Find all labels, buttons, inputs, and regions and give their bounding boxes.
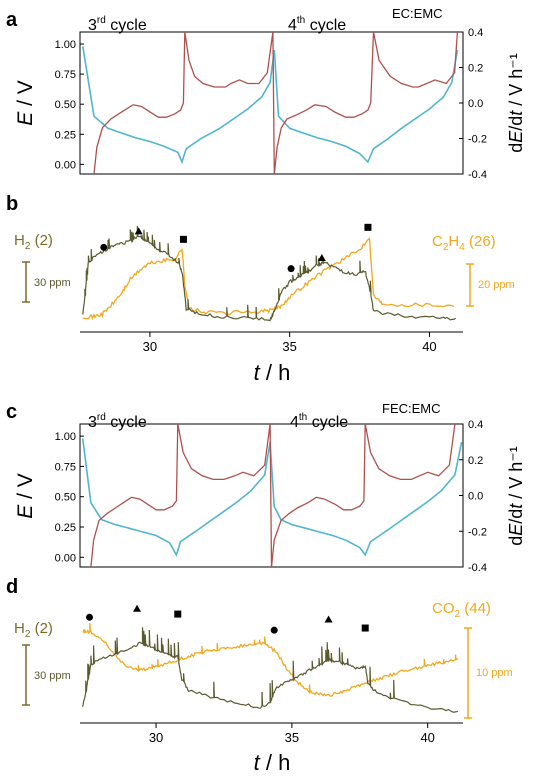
panel-b: b 30 35 40 H2 (2) C2H4 (26) 30 ppm 20 ppm …	[6, 193, 515, 385]
left-tick-label: 0.75	[55, 461, 76, 473]
right-tick-label: 0.4	[468, 27, 483, 39]
panel-a-right-axis-title: dE/dt / V h⁻¹	[506, 53, 526, 153]
series-H2-line	[82, 225, 457, 322]
x-tick-label: 30	[143, 339, 157, 354]
panel-d-co2-label: CO2 (44)	[432, 600, 491, 620]
right-tick-label: -0.2	[468, 526, 487, 538]
left-tick-label: 0.50	[55, 99, 76, 111]
left-tick-label: 1.00	[55, 431, 76, 443]
panel-b-c2h4-label: C2H4 (26)	[432, 233, 496, 253]
x-tick-label: 35	[285, 730, 299, 745]
left-tick-label: 0.25	[55, 522, 76, 534]
panel-letter-c: c	[6, 401, 17, 423]
panel-b-left-scale-bar: 30 ppm	[22, 261, 71, 303]
x-tick-label: 40	[420, 730, 434, 745]
panel-a: a 0.00 0.25 0.50 0.75 1.00 0.4 0.2 0.0 -0.2 -0.4…	[6, 6, 526, 181]
derivative-curve	[93, 31, 459, 175]
panel-c-right-axis-title: dE/dt / V h⁻¹	[506, 446, 526, 546]
triangle-marker	[133, 604, 142, 612]
left-tick-label: 1.00	[55, 39, 76, 51]
panel-b-right-scale-label: 20 ppm	[478, 279, 515, 291]
circle-marker	[270, 626, 278, 634]
panel-d-plot-area	[82, 604, 459, 713]
x-tick-label: 30	[149, 730, 163, 745]
panel-a-cycle4-label: 4th cycle	[288, 15, 346, 34]
panel-b-h2-label: H2 (2)	[14, 232, 53, 252]
panel-d-left-scale-bar: 30 ppm	[22, 644, 71, 706]
panel-d-left-scale-label: 30 ppm	[34, 670, 71, 682]
circle-marker	[100, 243, 108, 251]
left-tick-label: 0.50	[55, 492, 76, 504]
left-tick-label: 0.25	[55, 129, 76, 141]
triangle-marker	[134, 227, 143, 235]
panel-a-right-axis: 0.4 0.2 0.0 -0.2 -0.4	[459, 27, 487, 181]
series-H2-line	[82, 627, 459, 713]
panel-c-electrolyte-label: FEC:EMC	[382, 401, 441, 416]
panel-letter-d: d	[6, 576, 18, 598]
panel-b-left-scale-label: 30 ppm	[34, 277, 71, 289]
panel-d-right-scale-bar: 10 ppm	[464, 627, 513, 719]
circle-marker	[86, 613, 94, 621]
right-tick-label: 0.4	[468, 419, 483, 431]
panel-a-cycle3-label: 3rd cycle	[88, 15, 147, 34]
panel-c-cycle4-label: 4th cycle	[290, 412, 348, 431]
right-tick-label: -0.2	[468, 134, 487, 146]
panel-a-frame	[79, 31, 464, 175]
right-tick-label: 0.0	[468, 491, 483, 503]
left-tick-label: 0.00	[55, 159, 76, 171]
square-marker	[174, 610, 182, 618]
square-marker	[361, 624, 369, 632]
panel-d-x-ticks: 30 35 40	[149, 723, 435, 745]
x-tick-label: 40	[422, 339, 436, 354]
right-tick-label: 0.2	[468, 455, 483, 467]
panel-d: d 30 35 40 H2 (2) CO2 (44) 30 ppm 10 ppm t…	[6, 576, 513, 775]
panel-a-electrolyte-label: EC:EMC	[392, 6, 443, 21]
panel-c-left-axis-title: E / V	[14, 473, 37, 519]
panel-b-x-axis-title: t / h	[254, 360, 291, 385]
panel-b-right-scale-bar: 20 ppm	[466, 263, 515, 307]
panel-d-h2-label: H2 (2)	[14, 620, 53, 640]
panel-letter-a: a	[6, 9, 18, 31]
right-tick-label: -0.4	[468, 562, 487, 574]
left-tick-label: 0.00	[55, 552, 76, 564]
square-marker	[364, 223, 372, 231]
left-tick-label: 0.75	[55, 69, 76, 81]
series-CO2-line	[82, 623, 459, 697]
potential-curve	[81, 438, 463, 557]
panel-a-plot-area	[82, 31, 459, 175]
x-tick-label: 35	[282, 339, 296, 354]
series-C2H4-line	[82, 237, 455, 321]
panel-b-x-ticks: 30 35 40	[143, 332, 437, 354]
panel-c-plot-area	[81, 423, 463, 568]
derivative-curve	[90, 423, 456, 568]
panel-c: c 0.00 0.25 0.50 0.75 1.00 0.4 0.2 0.0 -0.2 -0.4…	[6, 401, 526, 574]
panel-d-right-scale-label: 10 ppm	[476, 667, 513, 679]
panel-c-right-axis: 0.4 0.2 0.0 -0.2 -0.4	[459, 419, 487, 574]
right-tick-label: 0.2	[468, 63, 483, 75]
triangle-marker	[324, 615, 333, 623]
panel-b-plot-area	[82, 223, 457, 322]
square-marker	[179, 235, 187, 243]
panel-a-left-axis-title: E / V	[14, 80, 37, 126]
panel-a-left-axis: 0.00 0.25 0.50 0.75 1.00	[55, 39, 84, 171]
triangle-marker	[317, 254, 326, 261]
right-tick-label: -0.4	[468, 169, 487, 181]
right-tick-label: 0.0	[468, 98, 483, 110]
panel-letter-b: b	[6, 193, 18, 215]
panel-d-x-axis-title: t / h	[254, 750, 291, 775]
panel-c-left-axis: 0.00 0.25 0.50 0.75 1.00	[55, 431, 84, 564]
circle-marker	[287, 265, 295, 273]
potential-curve	[82, 46, 459, 165]
panel-c-cycle3-label: 3rd cycle	[88, 412, 147, 431]
